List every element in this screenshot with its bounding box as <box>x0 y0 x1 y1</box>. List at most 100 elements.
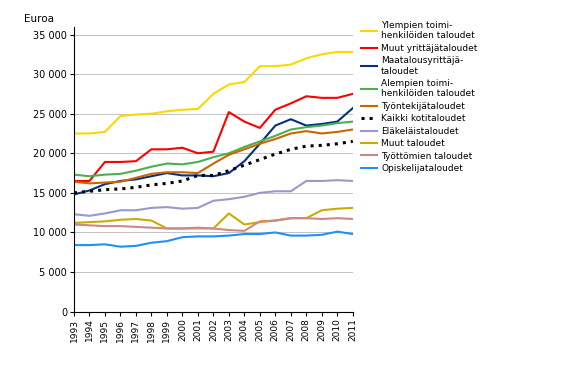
Ylempien toimihenkilöiden taloudet <box>71 131 77 136</box>
Kaikki kotitaloudet <box>334 141 341 146</box>
Opiskelijataloudet <box>319 233 325 237</box>
Työntekijätaloudet <box>303 129 310 133</box>
Line: Ylempien toimihenkilöiden taloudet: Ylempien toimihenkilöiden taloudet <box>74 52 353 133</box>
Opiskelijataloudet <box>210 234 217 239</box>
Muut taloudet <box>334 206 341 211</box>
Alempien toimihenkilöiden taloudet <box>272 133 279 138</box>
Opiskelijataloudet <box>334 230 341 234</box>
Eläkeläistaloudet <box>303 179 310 183</box>
Opiskelijataloudet <box>241 232 248 236</box>
Kaikki kotitaloudet <box>319 143 325 148</box>
Työttömien taloudet <box>210 226 217 231</box>
Työttömien taloudet <box>71 222 77 227</box>
Eläkeläistaloudet <box>163 205 170 209</box>
Muut yrittäjätaloudet <box>257 126 263 130</box>
Työntekijätaloudet <box>272 137 279 141</box>
Kaikki kotitaloudet <box>133 185 139 190</box>
Muut yrittäjätaloudet <box>319 95 325 100</box>
Työttömien taloudet <box>319 217 325 221</box>
Muut taloudet <box>86 220 93 225</box>
Työttömien taloudet <box>334 216 341 220</box>
Kaikki kotitaloudet <box>225 168 232 173</box>
Ylempien toimihenkilöiden taloudet <box>101 130 108 134</box>
Eläkeläistaloudet <box>101 211 108 216</box>
Muut yrittäjätaloudet <box>241 119 248 124</box>
Eläkeläistaloudet <box>195 206 201 210</box>
Eläkeläistaloudet <box>86 214 93 218</box>
Työntekijätaloudet <box>101 180 108 185</box>
Ylempien toimihenkilöiden taloudet <box>287 62 294 67</box>
Ylempien toimihenkilöiden taloudet <box>272 64 279 68</box>
Muut yrittäjätaloudet <box>225 110 232 114</box>
Line: Maatalousyrittäjätaloudet: Maatalousyrittäjätaloudet <box>74 108 353 195</box>
Opiskelijataloudet <box>117 244 124 249</box>
Alempien toimihenkilöiden taloudet <box>210 155 217 160</box>
Muut yrittäjätaloudet <box>303 94 310 98</box>
Line: Muut yrittäjätaloudet: Muut yrittäjätaloudet <box>74 94 353 181</box>
Muut yrittäjätaloudet <box>334 95 341 100</box>
Line: Opiskelijataloudet: Opiskelijataloudet <box>74 232 353 247</box>
Muut taloudet <box>179 226 186 231</box>
Alempien toimihenkilöiden taloudet <box>319 123 325 128</box>
Alempien toimihenkilöiden taloudet <box>241 145 248 149</box>
Muut taloudet <box>272 218 279 223</box>
Opiskelijataloudet <box>287 233 294 238</box>
Eläkeläistaloudet <box>257 191 263 195</box>
Alempien toimihenkilöiden taloudet <box>133 168 139 173</box>
Kaikki kotitaloudet <box>257 157 263 162</box>
Alempien toimihenkilöiden taloudet <box>117 172 124 176</box>
Muut yrittäjätaloudet <box>195 151 201 155</box>
Työntekijätaloudet <box>225 153 232 157</box>
Muut taloudet <box>210 226 217 231</box>
Muut taloudet <box>71 221 77 225</box>
Muut taloudet <box>257 220 263 225</box>
Alempien toimihenkilöiden taloudet <box>257 139 263 144</box>
Muut taloudet <box>349 206 356 210</box>
Kaikki kotitaloudet <box>163 181 170 186</box>
Kaikki kotitaloudet <box>287 147 294 152</box>
Opiskelijataloudet <box>133 244 139 248</box>
Maatalousyrittäjätaloudet <box>210 174 217 179</box>
Maatalousyrittäjätaloudet <box>303 123 310 128</box>
Työntekijätaloudet <box>319 131 325 136</box>
Maatalousyrittäjätaloudet <box>163 171 170 175</box>
Työntekijätaloudet <box>71 179 77 184</box>
Työntekijätaloudet <box>195 171 201 175</box>
Eläkeläistaloudet <box>349 179 356 183</box>
Maatalousyrittäjätaloudet <box>117 179 124 183</box>
Alempien toimihenkilöiden taloudet <box>349 119 356 124</box>
Maatalousyrittäjätaloudet <box>272 123 279 128</box>
Työttömien taloudet <box>257 219 263 223</box>
Työntekijätaloudet <box>287 131 294 136</box>
Työntekijätaloudet <box>241 147 248 152</box>
Kaikki kotitaloudet <box>148 183 155 187</box>
Muut yrittäjätaloudet <box>133 159 139 163</box>
Maatalousyrittäjätaloudet <box>334 119 341 124</box>
Alempien toimihenkilöiden taloudet <box>86 174 93 179</box>
Muut taloudet <box>101 219 108 223</box>
Line: Alempien toimihenkilöiden taloudet: Alempien toimihenkilöiden taloudet <box>74 122 353 176</box>
Line: Kaikki kotitaloudet: Kaikki kotitaloudet <box>74 141 353 193</box>
Opiskelijataloudet <box>257 232 263 236</box>
Työttömien taloudet <box>86 223 93 228</box>
Työttömien taloudet <box>349 217 356 221</box>
Työntekijätaloudet <box>133 176 139 180</box>
Työttömien taloudet <box>195 225 201 230</box>
Eläkeläistaloudet <box>334 178 341 182</box>
Työttömien taloudet <box>179 226 186 231</box>
Työntekijätaloudet <box>179 170 186 174</box>
Alempien toimihenkilöiden taloudet <box>334 121 341 125</box>
Alempien toimihenkilöiden taloudet <box>303 125 310 130</box>
Eläkeläistaloudet <box>319 179 325 183</box>
Muut yrittäjätaloudet <box>210 149 217 154</box>
Maatalousyrittäjätaloudet <box>225 171 232 175</box>
Muut taloudet <box>117 217 124 222</box>
Ylempien toimihenkilöiden taloudet <box>148 111 155 116</box>
Maatalousyrittäjätaloudet <box>133 177 139 182</box>
Opiskelijataloudet <box>179 235 186 239</box>
Muut yrittäjätaloudet <box>179 146 186 150</box>
Muut yrittäjätaloudet <box>148 147 155 152</box>
Työttömien taloudet <box>225 228 232 232</box>
Ylempien toimihenkilöiden taloudet <box>257 64 263 68</box>
Työntekijätaloudet <box>334 130 341 134</box>
